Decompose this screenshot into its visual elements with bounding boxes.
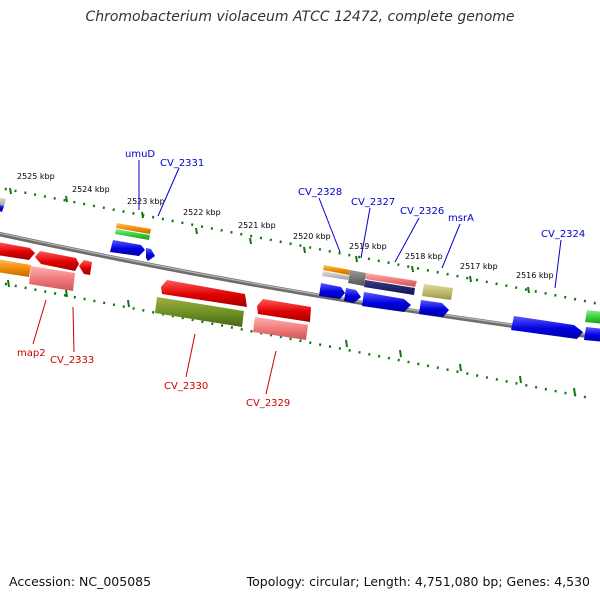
gene-label[interactable]: CV_2331: [160, 158, 204, 169]
gene-arrow[interactable]: [0, 204, 4, 212]
scale-label: 2517 kbp: [460, 262, 498, 271]
scale-label: 2516 kbp: [516, 271, 554, 280]
gene-label[interactable]: CV_2327: [351, 197, 395, 208]
gene-arrow[interactable]: [0, 197, 6, 206]
scale-label: 2519 kbp: [349, 242, 387, 251]
reverse-gene-labels: map2 CV_2333 CV_2330 CV_2329: [17, 348, 290, 409]
gene-label[interactable]: map2: [17, 348, 46, 359]
gene-arrow[interactable]: [323, 265, 350, 275]
gene-label[interactable]: msrA: [448, 213, 474, 224]
outer-major-ticks: [9, 187, 530, 294]
gene-arrow[interactable]: [585, 310, 600, 324]
scale-label: 2525 kbp: [17, 172, 55, 181]
gene-arrow[interactable]: [146, 248, 155, 261]
gene-arrow[interactable]: [419, 300, 449, 317]
scale-label: 2518 kbp: [405, 252, 443, 261]
scale-label: 2523 kbp: [127, 197, 165, 206]
gene-label[interactable]: CV_2326: [400, 206, 444, 217]
gene-arrow[interactable]: [115, 229, 150, 240]
gene-label[interactable]: CV_2324: [541, 229, 585, 240]
gene-arrow[interactable]: [0, 259, 31, 277]
outer-tick-ring: [0, 186, 600, 306]
gene-label[interactable]: CV_2333: [50, 355, 94, 366]
gene-arrow[interactable]: [253, 317, 308, 340]
genome-backbone-highlight: [0, 232, 600, 338]
gene-arrow[interactable]: [319, 283, 345, 299]
scale-labels: 2525 kbp 2524 kbp 2523 kbp 2522 kbp 2521…: [17, 172, 554, 280]
gene-label[interactable]: CV_2328: [298, 187, 342, 198]
scale-label: 2521 kbp: [238, 221, 276, 230]
gene-arrow[interactable]: [79, 260, 92, 275]
gene-arrow[interactable]: [584, 327, 600, 342]
forward-gene-labels: umuD CV_2331 CV_2328 CV_2327 CV_2326 msr…: [125, 149, 585, 240]
scale-label: 2522 kbp: [183, 208, 221, 217]
gene-label[interactable]: umuD: [125, 149, 155, 160]
leader-lines: [32, 160, 562, 395]
gene-arrow[interactable]: [422, 284, 453, 300]
forward-strand: [0, 197, 600, 342]
gene-arrow[interactable]: [110, 240, 145, 256]
genome-summary: Topology: circular; Length: 4,751,080 bp…: [246, 574, 590, 589]
gene-arrow[interactable]: [365, 273, 417, 287]
gene-arrow[interactable]: [35, 251, 79, 271]
gene-arrow[interactable]: [322, 271, 349, 280]
gene-arrow[interactable]: [362, 292, 411, 312]
scale-label: 2520 kbp: [293, 232, 331, 241]
gene-arrow[interactable]: [29, 266, 75, 291]
gene-arrow[interactable]: [344, 288, 361, 303]
gene-arrow[interactable]: [511, 316, 583, 339]
accession-text: Accession: NC_005085: [9, 574, 152, 589]
gene-arrow[interactable]: [116, 223, 151, 234]
gene-arrow[interactable]: [155, 297, 244, 327]
gene-arrow[interactable]: [348, 270, 366, 286]
scale-label: 2524 kbp: [72, 185, 110, 194]
reverse-strand: [0, 242, 311, 340]
gene-arrow[interactable]: [0, 242, 35, 260]
gene-arrow[interactable]: [364, 280, 415, 295]
gene-arrow[interactable]: [257, 299, 311, 322]
gene-label[interactable]: CV_2330: [164, 381, 208, 392]
inner-tick-ring: [0, 281, 591, 400]
gene-arrow[interactable]: [161, 280, 247, 307]
map-title: Chromobacterium violaceum ATCC 12472, co…: [85, 9, 515, 25]
gene-label[interactable]: CV_2329: [246, 398, 290, 409]
